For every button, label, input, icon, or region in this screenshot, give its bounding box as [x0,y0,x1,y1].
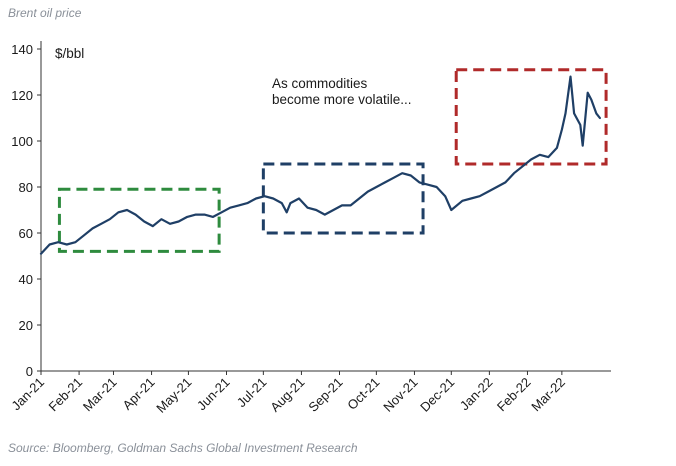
y-tick-label: 140 [11,42,33,57]
x-tick-label: Sep-21 [305,375,345,415]
chart-title: Brent oil price [8,6,82,20]
series-line-1 [39,75,601,255]
x-tick-label: Aug-21 [267,375,307,415]
x-tick-label: Nov-21 [380,375,420,415]
series-layer [39,75,601,255]
x-tick-label: Oct-21 [344,375,382,413]
x-tick-label: Jan-22 [457,375,496,414]
x-tick-label: Dec-21 [417,375,457,415]
annotation-box-3 [454,68,608,166]
y-tick-label: 120 [11,88,33,103]
annotation-text-line-1: As commodities [272,76,368,91]
source-note: Source: Bloomberg, Goldman Sachs Global … [8,441,358,455]
y-tick-label: 40 [19,272,33,287]
y-tick-label: 80 [19,180,33,195]
y-tick-label: 100 [11,134,33,149]
annotation-text-line-2: become more volatile... [272,92,412,107]
x-tick-label: Mar-21 [80,375,120,415]
x-tick-label: Jan-21 [8,375,47,414]
y-tick-label: 60 [19,226,33,241]
x-tick-label: Jul-21 [234,375,270,411]
x-tick-label: Feb-21 [45,375,85,415]
y-tick-label: 20 [19,318,33,333]
x-tick-label: Apr-21 [119,375,157,413]
x-tick-label: May-21 [153,375,194,416]
x-tick-label: Jun-21 [194,375,233,414]
unit-label: $/bbl [55,46,84,61]
annotation-box-2 [261,162,425,235]
annotation-boxes [57,68,608,253]
x-tick-label: Mar-22 [528,375,568,415]
annotation-box-1 [57,187,221,253]
x-tick-label: Feb-22 [494,375,534,415]
y-tick-label: 0 [26,364,33,379]
